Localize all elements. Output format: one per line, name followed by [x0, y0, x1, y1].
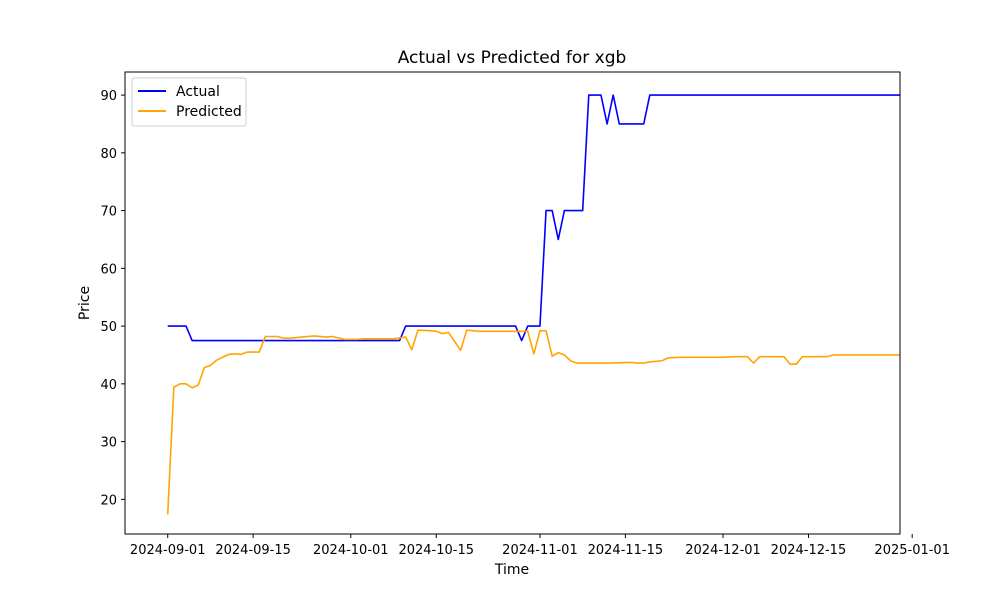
x-tick-label: 2024-10-15 — [398, 543, 474, 558]
x-tick-label: 2024-09-15 — [215, 543, 291, 558]
legend: Actual Predicted — [131, 77, 247, 127]
series-line-predicted — [166, 329, 900, 515]
plot-frame — [124, 71, 901, 535]
y-axis-label: Price — [77, 286, 93, 320]
legend-label-predicted: Predicted — [176, 104, 242, 120]
y-tick-label: 90 — [100, 89, 117, 104]
x-axis-label: Time — [494, 562, 529, 578]
y-axis: 20 30 40 50 60 70 80 90 — [100, 89, 125, 508]
x-tick-label: 2025-01-01 — [874, 543, 950, 558]
y-tick-label: 80 — [100, 147, 117, 162]
x-tick-label: 2024-12-15 — [771, 543, 847, 558]
y-tick-label: 60 — [100, 262, 117, 277]
x-tick-label: 2024-11-01 — [502, 543, 578, 558]
y-tick-label: 50 — [100, 320, 117, 335]
x-tick-label: 2024-10-01 — [313, 543, 389, 558]
series-line-actual — [167, 94, 900, 342]
x-tick-label: 2024-12-01 — [685, 543, 761, 558]
y-tick-label: 40 — [100, 378, 117, 393]
series-layer — [166, 94, 900, 515]
chart-title: Actual vs Predicted for xgb — [398, 48, 627, 68]
y-tick-label: 30 — [100, 436, 117, 451]
x-axis: 2024-09-01 2024-09-15 2024-10-01 2024-10-15… — [130, 534, 950, 558]
legend-label-actual: Actual — [176, 84, 220, 100]
y-tick-label: 20 — [100, 493, 117, 508]
y-tick-label: 70 — [100, 205, 117, 220]
x-tick-label: 2024-09-01 — [130, 543, 206, 558]
x-tick-label: 2024-11-15 — [588, 543, 664, 558]
